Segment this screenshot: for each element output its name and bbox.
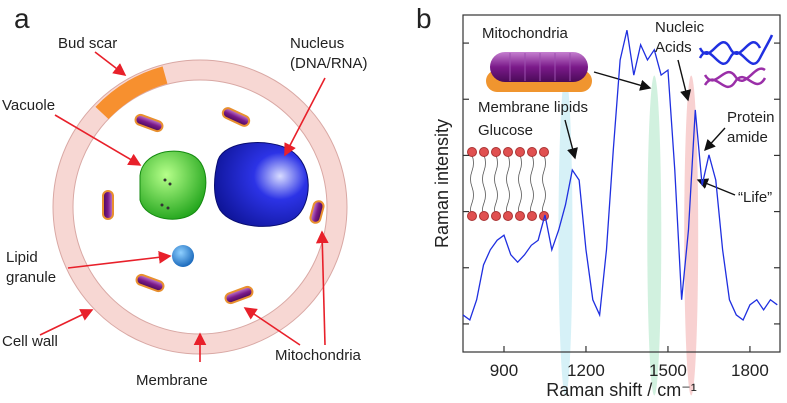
lipid-head	[479, 147, 489, 157]
x-tick-label: 1800	[731, 361, 769, 380]
diagram-label-line: Nucleus	[290, 35, 344, 52]
x-tick-label: 1200	[567, 361, 605, 380]
annotation-line: Protein	[727, 109, 775, 126]
annotation: Nucleic Acids	[655, 19, 705, 56]
diagram-label: Mitochondria	[275, 347, 362, 364]
lipid-bilayer-icon	[467, 147, 549, 221]
cell-diagram: a Bud scar Nucleus (DNA/RNA) Vacuole Lipid gr…	[2, 3, 368, 389]
annotation-line: Acids	[655, 39, 692, 56]
arrow	[94, 51, 127, 76]
annotation-line: Membrane lipids	[478, 99, 588, 116]
vacuole	[139, 150, 207, 220]
lipid-head	[491, 147, 501, 157]
lipid-tail	[470, 154, 474, 214]
x-tick-label: 1500	[649, 361, 687, 380]
lipid-tail	[530, 154, 534, 214]
diagram-label-line: Vacuole	[2, 97, 55, 114]
lipid-tail	[518, 154, 522, 214]
annotation-line: “Life”	[738, 189, 772, 206]
annotation-line: Mitochondria	[482, 25, 569, 42]
spectrum-chart: b 900 1200 1500 1800 Raman shift / cm⁻¹ Raman…	[416, 3, 781, 400]
lipid-head	[539, 147, 549, 157]
diagram-label: Bud scar	[58, 35, 117, 52]
annotation: “Life”	[738, 189, 772, 206]
arrow	[593, 71, 652, 91]
annotation: Mitochondria	[482, 25, 569, 42]
x-axis-label: Raman shift / cm⁻¹	[546, 380, 697, 400]
diagram-label-line: Bud scar	[58, 35, 117, 52]
lipid-head	[479, 211, 489, 221]
diagram-label-line: Mitochondria	[275, 347, 362, 364]
lipid-tail	[494, 154, 498, 214]
annotation-line: amide	[727, 129, 768, 146]
lipid-tail	[542, 154, 546, 214]
spectrum-line	[462, 30, 778, 322]
lipid-head	[527, 211, 537, 221]
arrow	[39, 309, 94, 336]
mitochondria	[102, 107, 325, 305]
dna-icon	[698, 34, 774, 89]
diagram-label-line: (DNA/RNA)	[290, 55, 368, 72]
diagram-label: Nucleus (DNA/RNA)	[290, 35, 368, 72]
arrow	[315, 230, 329, 346]
nucleus	[214, 142, 309, 227]
arrow	[67, 250, 172, 269]
annotation: Protein amide	[727, 109, 775, 146]
highlights	[558, 75, 699, 396]
highlight-band	[684, 75, 699, 396]
arrow	[243, 307, 301, 346]
diagram-label: Lipid granule	[6, 249, 56, 286]
annotation: Membrane lipids	[478, 99, 588, 116]
plot-frame	[462, 14, 781, 353]
lipid-tail	[482, 154, 486, 214]
panel-label: a	[14, 3, 30, 34]
annotation-line: Nucleic	[655, 19, 705, 36]
diagram-label-line: granule	[6, 269, 56, 286]
diagram-label-line: Cell wall	[2, 333, 58, 350]
lipid-head	[527, 147, 537, 157]
lipid-head	[491, 211, 501, 221]
lipid-head	[503, 147, 513, 157]
diagram-label-line: Lipid	[6, 249, 38, 266]
arrow	[54, 114, 142, 166]
diagram-label: Cell wall	[2, 333, 58, 350]
lipid-head	[515, 211, 525, 221]
annotation: Glucose	[478, 122, 533, 139]
lipid-head	[515, 147, 525, 157]
arrow	[704, 127, 726, 152]
lipid-tail	[506, 154, 510, 214]
lipid-granule	[172, 245, 194, 267]
panel-label: b	[416, 3, 432, 34]
diagram-label-line: Membrane	[136, 372, 208, 389]
lipid-head	[467, 211, 477, 221]
annotation-line: Glucose	[478, 122, 533, 139]
y-axis-label: Raman intensity	[432, 119, 452, 248]
arrow	[677, 59, 692, 102]
diagram-label: Vacuole	[2, 97, 55, 114]
lipid-head	[503, 211, 513, 221]
bud-scar	[95, 66, 168, 120]
arrow	[564, 119, 578, 160]
x-tick-label: 900	[490, 361, 518, 380]
mito-icon	[486, 52, 592, 92]
arrow	[284, 77, 326, 157]
diagram-label: Membrane	[136, 372, 208, 389]
lipid-head	[467, 147, 477, 157]
highlight-band	[647, 75, 662, 396]
